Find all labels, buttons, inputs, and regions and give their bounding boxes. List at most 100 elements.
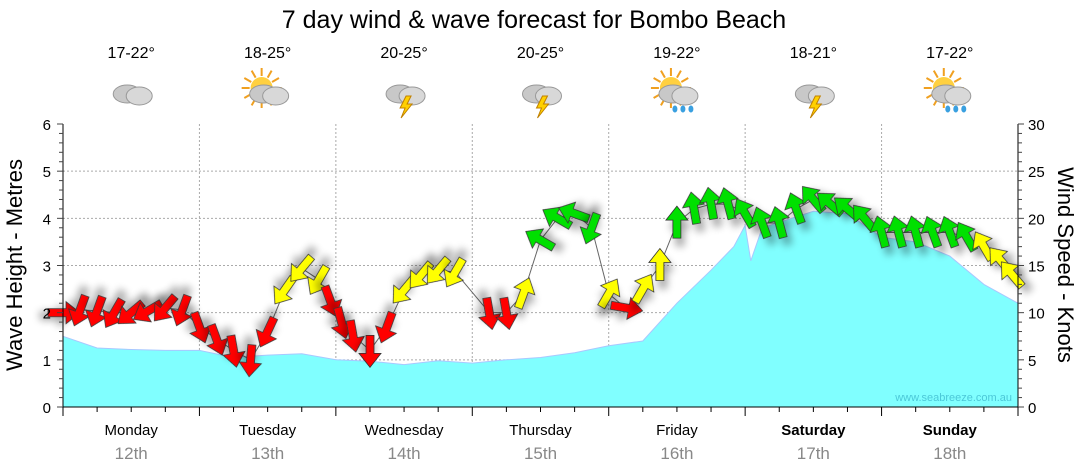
day-temperature: 17-22° xyxy=(108,45,155,62)
day-name: Tuesday xyxy=(239,422,296,439)
wind-arrow xyxy=(443,256,467,288)
wind-arrows xyxy=(47,185,1026,378)
left-tick-label: 2 xyxy=(43,306,51,323)
wind-arrow xyxy=(153,293,179,322)
cloud xyxy=(125,86,153,106)
axes: 0 1 2 3 4 5 6 0 5 10 15 20 25 30 xyxy=(43,117,1045,417)
day-temperature: 19-22° xyxy=(653,45,700,62)
day-temperature: 18-21° xyxy=(790,45,837,62)
day-name: Wednesday xyxy=(365,422,444,439)
lightning xyxy=(535,95,550,119)
rain-drop xyxy=(688,105,694,113)
rain-drop xyxy=(945,105,951,113)
wind-arrow xyxy=(238,344,263,378)
left-tick-label: 0 xyxy=(43,400,51,417)
wind-arrow xyxy=(955,221,979,253)
left-tick-label: 3 xyxy=(43,259,51,276)
day-date: 14th xyxy=(388,444,421,463)
day-date: 12th xyxy=(115,444,148,463)
day-date: 13th xyxy=(251,444,284,463)
day-temperature: 20-25° xyxy=(380,45,427,62)
right-tick-label: 10 xyxy=(1028,306,1045,323)
wind-arrow xyxy=(495,296,519,331)
sun-ray xyxy=(948,70,955,79)
cloud xyxy=(944,86,972,106)
partly-cloudy-icon xyxy=(241,68,290,108)
storm-icon xyxy=(794,84,835,119)
sun-ray xyxy=(953,77,962,83)
day-labels: Monday 12th Tuesday 13th Wednesday 14th Thursd… xyxy=(105,422,978,463)
chart-title: 7 day wind & wave forecast for Bombo Bea… xyxy=(282,6,786,34)
sun-ray xyxy=(271,77,280,83)
weather-row: 17-22° 18-25° 20-25° 20-25° 19-22° 18-21° 17-2… xyxy=(108,45,973,119)
wind-arrow xyxy=(665,205,689,239)
wind-arrow xyxy=(478,296,502,331)
wind-arrow xyxy=(579,211,602,245)
sun-ray xyxy=(932,70,939,79)
day-temperature: 17-22° xyxy=(926,45,973,62)
rain-drop xyxy=(953,105,959,113)
wind-arrow xyxy=(206,323,229,356)
cloudy-icon xyxy=(112,84,153,106)
left-axis-label: Wave Height - Metres xyxy=(2,159,27,371)
sun-showers-icon xyxy=(923,68,972,113)
day-name: Friday xyxy=(656,422,698,439)
wind-arrow xyxy=(648,247,672,281)
wind-arrow xyxy=(117,299,146,325)
sun-ray xyxy=(243,77,252,83)
sun-ray xyxy=(250,70,257,79)
right-axis-label: Wind Speed - Knots xyxy=(1053,167,1078,363)
day-date: 18th xyxy=(933,444,966,463)
cloud xyxy=(671,86,699,106)
wind-arrow xyxy=(558,201,591,224)
lightning xyxy=(399,95,414,119)
lightning xyxy=(808,95,823,119)
wind-arrow xyxy=(609,296,644,320)
storm-icon xyxy=(385,84,426,119)
day-name: Sunday xyxy=(923,422,978,439)
wind-arrow xyxy=(525,228,557,252)
wind-arrow xyxy=(597,278,621,310)
wind-arrow xyxy=(358,334,382,369)
day-date: 17th xyxy=(797,444,830,463)
left-tick-label: 5 xyxy=(43,164,51,181)
cloud xyxy=(262,86,290,106)
day-name: Thursday xyxy=(509,422,572,439)
sun-ray xyxy=(653,77,662,83)
wind-arrow xyxy=(631,273,655,305)
watermark: www.seabreeze.com.au xyxy=(894,392,1012,404)
right-tick-label: 5 xyxy=(1028,353,1036,370)
right-tick-label: 20 xyxy=(1028,211,1045,228)
wind-arrow xyxy=(513,277,536,310)
day-date: 15th xyxy=(524,444,557,463)
day-name: Monday xyxy=(105,422,159,439)
wind-arrow xyxy=(767,206,791,240)
left-tick-label: 1 xyxy=(43,353,51,370)
wind-arrow xyxy=(255,315,279,348)
left-tick-label: 4 xyxy=(43,211,51,228)
rain-drop xyxy=(961,105,967,113)
wind-arrow xyxy=(681,191,706,225)
wind-arrow xyxy=(426,255,452,284)
sun-ray xyxy=(925,77,934,83)
sun-showers-icon xyxy=(650,68,699,113)
right-tick-label: 15 xyxy=(1028,259,1045,276)
storm-icon xyxy=(522,84,562,119)
day-date: 16th xyxy=(660,444,693,463)
sun-ray xyxy=(660,70,666,79)
wind-arrow xyxy=(222,334,246,368)
sun-ray xyxy=(680,77,689,83)
right-tick-label: 0 xyxy=(1028,400,1036,417)
sun-ray xyxy=(266,70,273,79)
wind-arrow xyxy=(170,293,193,327)
sun-ray xyxy=(676,70,682,79)
right-tick-label: 30 xyxy=(1028,117,1045,134)
left-tick-label: 6 xyxy=(43,117,51,134)
day-temperature: 20-25° xyxy=(517,45,564,62)
rain-drop xyxy=(680,105,686,113)
wind-arrow xyxy=(733,198,757,230)
wind-arrow xyxy=(375,310,398,344)
rain-drop xyxy=(672,105,678,113)
